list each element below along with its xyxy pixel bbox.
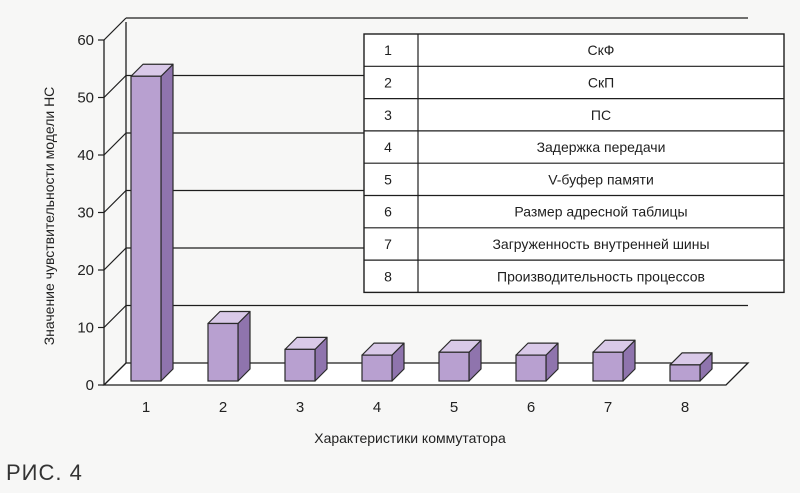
bar xyxy=(515,342,559,382)
y-tick-label: 40 xyxy=(77,147,94,164)
legend-number: 5 xyxy=(384,171,392,187)
y-tick-label: 30 xyxy=(77,205,94,222)
bar xyxy=(361,342,405,382)
bars xyxy=(130,63,713,382)
bar-front xyxy=(592,351,624,382)
bar-front xyxy=(515,354,547,382)
legend-label: СкП xyxy=(588,74,614,90)
x-tick-label: 5 xyxy=(450,399,458,416)
bar-front xyxy=(284,348,316,382)
legend-label: Размер адресной таблицы xyxy=(514,204,687,220)
bar xyxy=(592,339,636,382)
legend-number: 1 xyxy=(384,42,392,58)
bar-front xyxy=(438,351,470,382)
legend-label: Загруженность внутренней шины xyxy=(492,236,709,252)
legend-label: Производительность процессов xyxy=(497,268,705,284)
gridline-diag xyxy=(103,305,127,328)
legend-number: 3 xyxy=(384,107,392,123)
legend-label: V-буфер памяти xyxy=(548,171,654,187)
legend-number: 7 xyxy=(384,236,392,252)
x-tick-label: 3 xyxy=(296,399,304,416)
bar-side xyxy=(160,63,174,382)
gridline-diag xyxy=(103,247,127,271)
bar-front xyxy=(361,354,393,382)
legend-number: 8 xyxy=(384,268,392,284)
gridline-diag xyxy=(103,17,127,41)
bar-front xyxy=(130,75,162,382)
legend-number: 4 xyxy=(384,139,392,155)
x-tick-label: 7 xyxy=(604,399,612,416)
x-tick-labels: 1 2 3 4 5 6 7 8 xyxy=(142,399,689,416)
gridline-diag xyxy=(103,190,127,213)
bar xyxy=(669,352,713,382)
gridline-diag xyxy=(103,362,127,386)
y-tick-labels: 0 10 20 30 40 50 60 xyxy=(77,32,94,394)
x-tick-label: 2 xyxy=(219,399,227,416)
bar-front xyxy=(207,322,239,382)
x-axis-title: Характеристики коммутатора xyxy=(314,430,506,446)
bar xyxy=(130,63,174,382)
gridline-diag xyxy=(103,75,127,98)
y-tick-label: 0 xyxy=(86,377,94,394)
y-tick-label: 20 xyxy=(77,262,94,279)
y-tick-label: 50 xyxy=(77,90,94,107)
x-tick-label: 1 xyxy=(142,399,150,416)
legend-label: ПС xyxy=(591,107,611,123)
x-tick-label: 8 xyxy=(681,399,689,416)
legend-label: СкФ xyxy=(588,42,615,58)
x-tick-label: 4 xyxy=(373,399,381,416)
gridline-diag xyxy=(103,132,127,156)
floor xyxy=(102,362,750,386)
bar-chart: 0 10 20 30 40 50 60 1 2 3 4 5 6 7 8 1 СкФ 2 СкП 3 ПС 4 Задер… xyxy=(41,17,785,446)
y-axis-title: Значение чувствительности модели НС xyxy=(41,87,57,346)
legend-number: 2 xyxy=(384,74,392,90)
bar xyxy=(207,310,251,382)
bar-front xyxy=(669,364,701,382)
bar xyxy=(284,336,328,382)
legend-number: 6 xyxy=(384,204,392,220)
x-tick-label: 6 xyxy=(527,399,535,416)
figure-caption: РИС. 4 xyxy=(6,460,83,485)
y-tick-label: 10 xyxy=(77,320,94,337)
y-tick-label: 60 xyxy=(77,32,94,49)
bar xyxy=(438,339,482,382)
legend-label: Задержка передачи xyxy=(537,139,666,155)
legend-table: 1 СкФ 2 СкП 3 ПС 4 Задержка передачи 5 V-буфер па… xyxy=(363,33,785,294)
